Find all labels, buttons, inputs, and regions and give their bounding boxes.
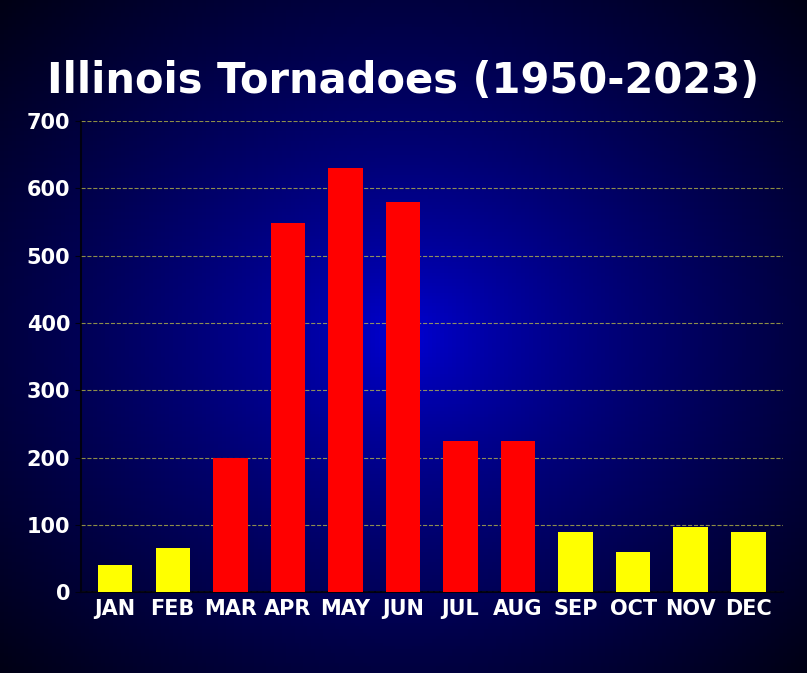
Bar (443, 441, 478, 592)
Bar (674, 527, 708, 592)
Bar (501, 441, 535, 592)
Bar (328, 168, 362, 592)
Bar (731, 532, 766, 592)
Text: Illinois Tornadoes (1950-2023): Illinois Tornadoes (1950-2023) (48, 60, 759, 102)
Bar (558, 532, 593, 592)
Bar (386, 202, 420, 592)
Bar (270, 223, 305, 592)
Bar (98, 565, 132, 592)
Bar (616, 552, 650, 592)
Bar (156, 548, 190, 592)
Bar (213, 458, 248, 592)
